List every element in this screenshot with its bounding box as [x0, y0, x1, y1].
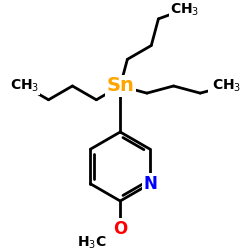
- Text: O: O: [113, 220, 127, 238]
- Text: H$_3$C: H$_3$C: [78, 235, 107, 250]
- Text: CH$_3$: CH$_3$: [170, 1, 199, 18]
- Text: CH$_3$: CH$_3$: [212, 78, 242, 94]
- Text: CH$_3$: CH$_3$: [10, 78, 39, 94]
- Text: N: N: [143, 175, 157, 193]
- Text: Sn: Sn: [106, 76, 134, 96]
